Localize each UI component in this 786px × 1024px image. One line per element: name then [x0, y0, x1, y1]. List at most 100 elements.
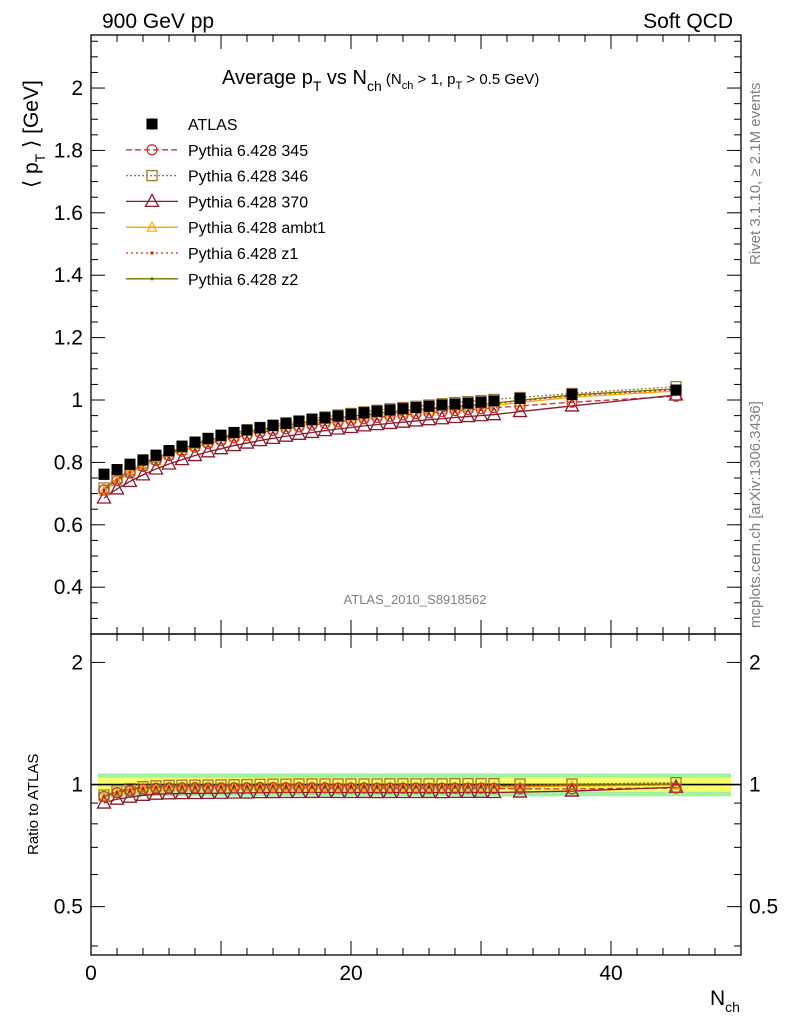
series-3-ratio-point: [161, 785, 177, 800]
series-1-ratio-point: [163, 782, 175, 794]
title-sub-T: T: [313, 78, 322, 94]
title-sub-ch: ch: [367, 78, 382, 94]
y-axis-label-a: ⟨ p: [20, 162, 43, 188]
title-main: Average p: [222, 67, 313, 89]
series-3-point: [421, 411, 437, 426]
title-vs: vs N: [321, 67, 367, 89]
series-3-point: [291, 425, 307, 440]
y-tick-label: 0.6: [54, 514, 83, 537]
series-3-point: [486, 406, 502, 421]
series-4-ratio-point: [358, 780, 370, 792]
series-1-ratio-point: [202, 782, 214, 794]
series-3-line: [103, 394, 677, 499]
atlas-point: [410, 402, 422, 414]
series-2-ratio-point: [397, 778, 409, 790]
series-4-ratio-point: [228, 780, 240, 792]
legend-marker-1: [146, 144, 158, 156]
ratio-y-tick-label-left: 2: [71, 651, 83, 674]
ratio-y-tick-label-right: 0.5: [749, 896, 778, 919]
series-2-ratio-point: [384, 778, 396, 790]
x-tick-label: 0: [85, 962, 97, 985]
series-3-ratio-point: [564, 782, 580, 797]
series-2-ratio-point: [670, 777, 682, 789]
series-3-point: [226, 437, 242, 452]
series-1-ratio-point: [150, 782, 162, 794]
series-3-ratio-point: [668, 778, 684, 793]
series-3-point: [135, 466, 151, 481]
series-3-point: [109, 480, 125, 495]
atlas-point: [462, 397, 474, 409]
atlas-point: [345, 408, 357, 420]
series-4-ratio-point: [332, 780, 344, 792]
series-4-ratio-point: [137, 782, 149, 794]
title-cond-b: > 1, p: [413, 71, 455, 88]
series-1-ratio-point: [423, 782, 435, 794]
x-axis-label-sub: ch: [725, 999, 740, 1015]
series-1-ratio-point: [228, 782, 240, 794]
atlas-point: [280, 417, 292, 429]
atlas-point: [176, 440, 188, 452]
series-1-ratio-point: [332, 782, 344, 794]
series-3-point: [408, 412, 424, 427]
legend-label-0: ATLAS: [188, 117, 238, 134]
atlas-point: [358, 407, 370, 419]
legend-marker-5: [150, 251, 154, 255]
series-2-ratio-point: [475, 777, 487, 790]
legend-marker-4: [146, 220, 158, 232]
series-2-ratio-point: [332, 778, 344, 790]
y-tick-label: 0.4: [54, 576, 84, 599]
series-3-point: [356, 417, 372, 432]
series-4-ratio-point: [176, 781, 188, 793]
series-4-ratio-point: [150, 781, 162, 793]
legend-label-2: Pythia 6.428 346: [188, 169, 308, 186]
ratio-y-axis-label: Ratio to ATLAS: [25, 754, 42, 855]
series-4-ratio-point: [488, 780, 500, 792]
series-3-ratio-point: [512, 783, 528, 798]
series-3-point: [369, 416, 385, 431]
series-3-point: [265, 430, 281, 445]
series-1-ratio-point: [449, 782, 461, 794]
legend-label-6: Pythia 6.428 z2: [188, 272, 298, 289]
series-1-ratio-point: [345, 782, 357, 794]
series-4-ratio-point: [189, 781, 201, 793]
series-1-ratio-point: [241, 782, 253, 794]
series-3-ratio-point: [96, 794, 112, 809]
series-2-ratio-point: [345, 778, 357, 790]
series-2-ratio-point: [254, 778, 266, 790]
series-4-ratio-point: [163, 781, 175, 793]
series-4-point: [124, 466, 136, 478]
series-3-point: [473, 407, 489, 422]
series-3-point: [382, 415, 398, 430]
atlas-point: [137, 454, 149, 466]
series-4-ratio-point: [410, 780, 422, 792]
atlas-point: [514, 392, 526, 404]
series-3-point: [304, 424, 320, 439]
series-6-line: [103, 388, 677, 490]
ratio-plot-area: [90, 633, 742, 956]
atlas-point: [228, 426, 240, 438]
series-1-ratio-point: [462, 782, 474, 794]
mcplots-reference-label: mcplots.cern.ch [arXiv:1306.3436]: [747, 401, 764, 628]
atlas-point: [670, 384, 682, 396]
series-3-point: [252, 432, 268, 447]
title-cond-sub-T: T: [455, 80, 462, 92]
legend-label-3: Pythia 6.428 370: [188, 194, 308, 211]
series-2-ratio-point: [202, 779, 214, 791]
series-2-ratio-point: [215, 779, 227, 791]
atlas-point: [202, 432, 214, 444]
series-4-ratio-point: [449, 780, 461, 792]
atlas-point: [371, 405, 383, 417]
series-3-ratio-point: [135, 786, 151, 801]
series-2-ratio-point: [488, 777, 500, 790]
series-3-point: [278, 427, 294, 442]
series-3-point: [213, 440, 229, 455]
series-3-point: [460, 408, 476, 423]
series-2-ratio-point: [462, 777, 474, 790]
atlas-point: [332, 410, 344, 422]
series-3-point: [343, 419, 359, 434]
series-2-ratio-point: [293, 778, 305, 790]
series-1-ratio-point: [137, 783, 149, 795]
series-4-point: [137, 460, 149, 472]
series-4-ratio-point: [124, 784, 136, 796]
series-1-line: [103, 395, 677, 491]
